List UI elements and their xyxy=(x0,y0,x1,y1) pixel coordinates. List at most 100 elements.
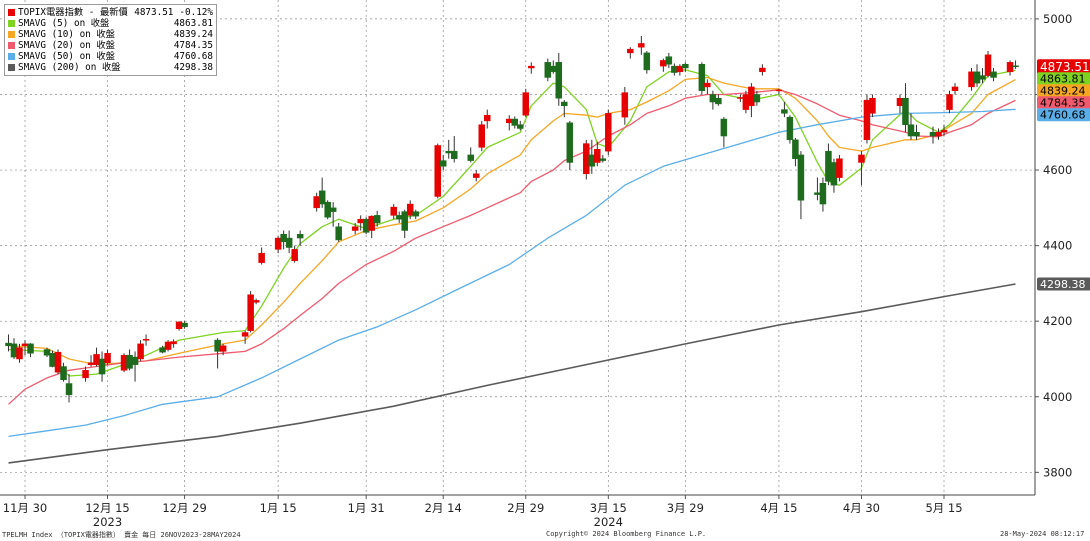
candle-body xyxy=(258,252,265,263)
candle-body xyxy=(522,92,530,116)
candle-body xyxy=(709,94,717,103)
year-label: 2024 xyxy=(594,515,623,529)
candle-body xyxy=(412,211,419,217)
candle-body xyxy=(252,300,260,303)
candle-body xyxy=(247,294,254,331)
candle-body xyxy=(406,203,414,216)
candle-body xyxy=(175,321,183,329)
last-value-tag xyxy=(1037,59,1090,75)
candle-body xyxy=(671,65,678,73)
candle-body xyxy=(137,343,144,360)
footer-timestamp: 28-May-2024 08:12:17 xyxy=(1000,530,1085,538)
candle-body xyxy=(65,383,73,396)
candle-body xyxy=(759,67,766,73)
legend-series-name: SMAVG (10) on 收盤 xyxy=(18,29,115,40)
legend-entry: SMAVG (5) on 收盤 4863.81 xyxy=(8,18,213,29)
candle-body xyxy=(990,71,997,78)
candle-body xyxy=(621,92,629,118)
legend-entry: SMAVG (20) on 收盤 4784.35 xyxy=(8,40,213,51)
legend-swatch xyxy=(8,53,15,60)
candle-body xyxy=(368,215,375,231)
candle-body xyxy=(973,71,981,84)
candle-body xyxy=(49,353,56,367)
legend: TOPIX電器指數 - 最新價 4873.51 -0.12% SMAVG (5) on… xyxy=(4,4,217,76)
candle-body xyxy=(21,343,29,346)
candle-body xyxy=(544,62,552,78)
candle-body xyxy=(10,343,18,358)
legend-last-value: 4298.38 xyxy=(173,62,213,73)
candle-body xyxy=(98,358,106,375)
legend-swatch xyxy=(8,31,15,38)
candle-body xyxy=(439,160,447,167)
candle-body xyxy=(555,62,563,99)
ma-line xyxy=(8,69,1016,377)
candle-body xyxy=(907,124,915,137)
candle-body xyxy=(946,94,953,110)
y-tick-label: 3800 xyxy=(1043,465,1072,479)
candle-body xyxy=(170,341,177,345)
x-tick-label: 2月 14 xyxy=(425,501,462,515)
candle-body xyxy=(27,343,34,354)
candle-body xyxy=(935,132,942,137)
ma-line xyxy=(8,76,1016,366)
candle-body xyxy=(104,353,111,363)
candle-body xyxy=(682,63,689,69)
candle-body xyxy=(665,56,673,65)
y-tick-label: 4400 xyxy=(1043,239,1072,253)
last-value-label: 4863.81 xyxy=(1040,73,1086,86)
ma-line xyxy=(8,108,1016,438)
last-value-label: 4298.38 xyxy=(1040,278,1086,291)
last-value-tag xyxy=(1037,72,1090,86)
candle-body xyxy=(87,362,95,365)
candle-body xyxy=(484,114,491,122)
y-tick-label: 4000 xyxy=(1043,390,1072,404)
legend-last-value: 4873.51 xyxy=(134,7,174,18)
last-value-tag xyxy=(1037,84,1090,98)
y-tick-label: 4600 xyxy=(1043,163,1072,177)
year-label: 2023 xyxy=(93,515,122,529)
last-value-label: 4784.35 xyxy=(1040,97,1086,110)
candle-body xyxy=(588,154,596,167)
candle-body xyxy=(395,215,403,220)
candle-body xyxy=(643,52,651,71)
candle-body xyxy=(979,75,986,80)
candle-body xyxy=(164,341,172,350)
candle-body xyxy=(313,196,320,209)
candle-body xyxy=(362,218,370,233)
legend-entry: SMAVG (10) on 收盤 4839.24 xyxy=(8,29,213,40)
candle-body xyxy=(335,226,342,241)
x-tick-label: 1月 15 xyxy=(260,501,297,515)
candle-body xyxy=(357,218,364,224)
candle-body xyxy=(390,206,397,216)
legend-last-value: 4760.68 xyxy=(173,51,213,62)
candle-body xyxy=(445,150,452,154)
candlesticks xyxy=(5,35,1019,403)
candle-body xyxy=(594,149,601,163)
legend-last-value: 4784.35 xyxy=(173,40,213,51)
last-value-tag xyxy=(1037,277,1090,291)
candle-body xyxy=(753,94,761,103)
candle-body xyxy=(583,143,590,175)
candle-body xyxy=(517,124,524,129)
x-tick-label: 11月 30 xyxy=(3,501,47,515)
legend-series-name: SMAVG (200) on 收盤 xyxy=(18,62,121,73)
x-tick-label: 2月 29 xyxy=(507,501,544,515)
candle-body xyxy=(814,192,821,195)
candle-body xyxy=(627,48,634,54)
candle-body xyxy=(896,97,904,107)
candle-body xyxy=(43,349,51,356)
candle-body xyxy=(786,116,794,141)
candle-body xyxy=(863,99,871,141)
candle-body xyxy=(715,97,722,105)
candle-body xyxy=(373,215,381,224)
candle-body xyxy=(93,354,100,365)
candle-body xyxy=(550,65,557,73)
candle-body xyxy=(984,54,992,76)
candle-body xyxy=(285,237,293,248)
candle-body xyxy=(781,109,788,114)
last-value-tag xyxy=(1037,96,1090,110)
candle-body xyxy=(775,89,783,92)
candle-body xyxy=(214,339,221,352)
candle-body xyxy=(82,370,89,379)
